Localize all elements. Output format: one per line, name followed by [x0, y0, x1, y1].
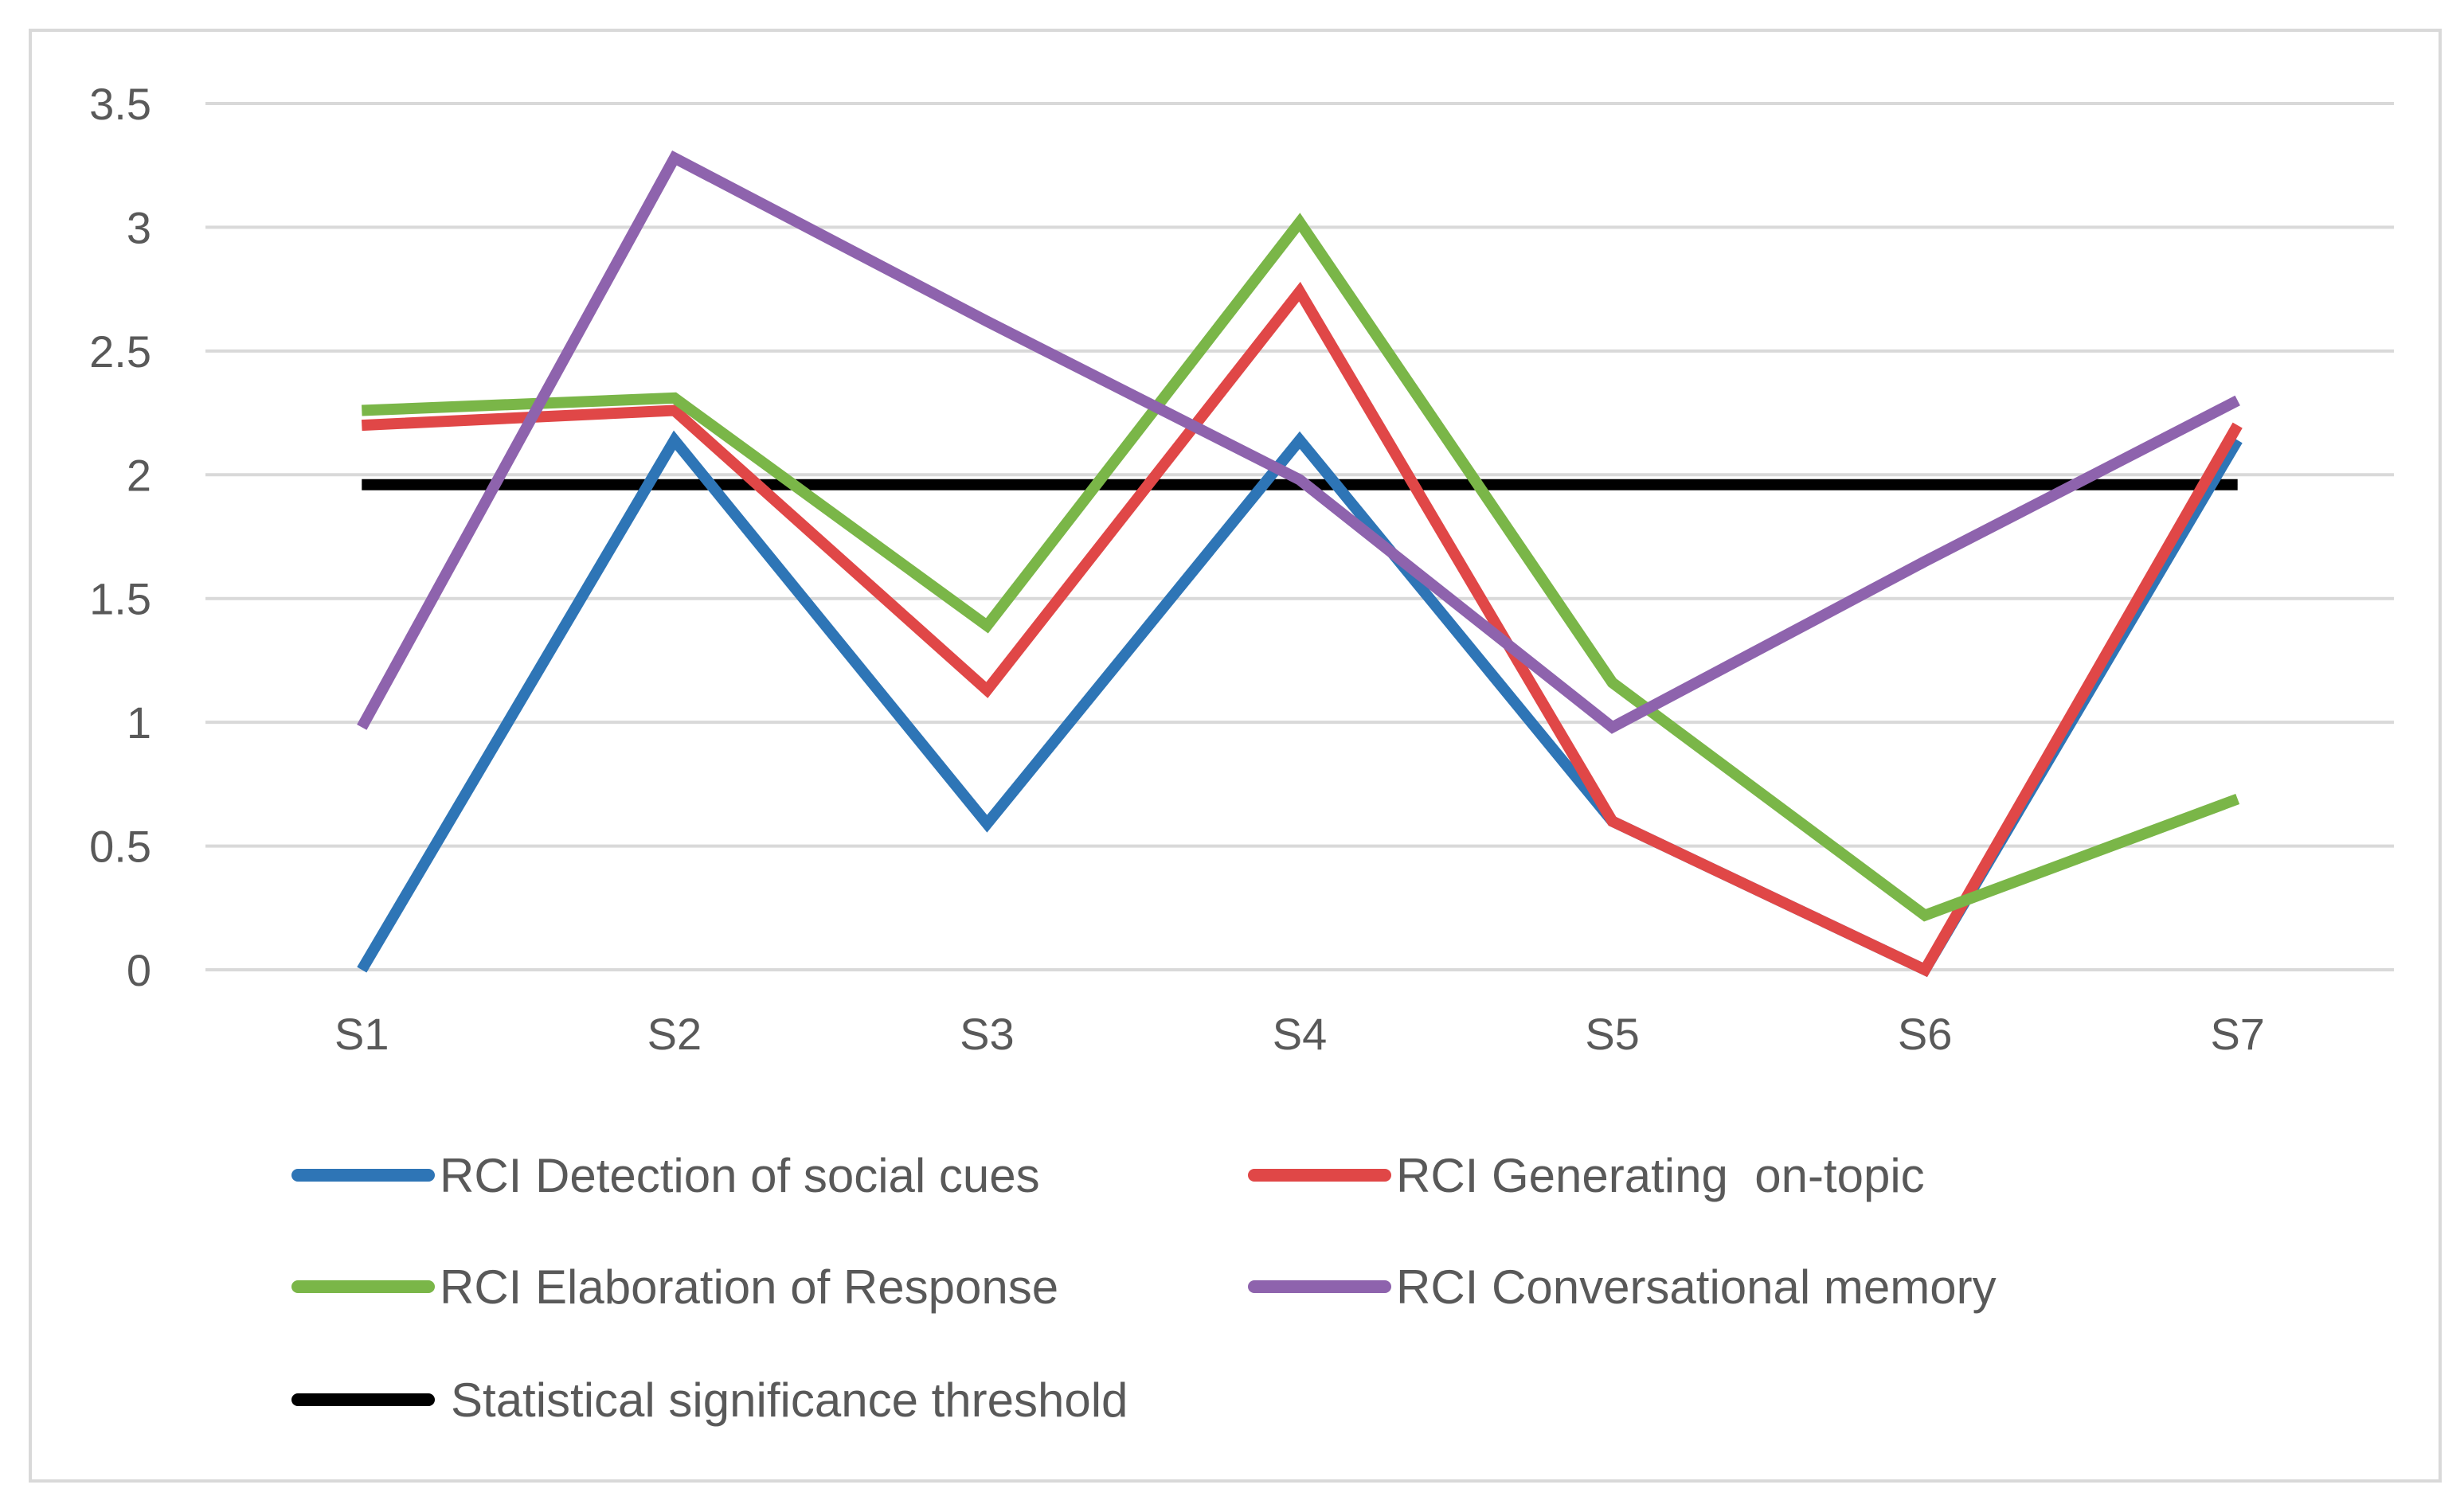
- x-tick-label-s6: S6: [1898, 1009, 1953, 1059]
- line-chart: 0 0.5 1 1.5 2 2.5 3 3.5 S1 S2 S3 S4 S5 S6 S7 RCI Dete…: [89, 79, 2394, 1427]
- y-tick-label: 3: [127, 202, 151, 252]
- y-axis-ticks: 0 0.5 1 1.5 2 2.5 3 3.5: [89, 79, 151, 995]
- x-tick-label-s7: S7: [2210, 1009, 2265, 1059]
- x-tick-label-s1: S1: [334, 1009, 389, 1059]
- legend: RCI Detection of social cues RCI Generati…: [291, 1149, 1997, 1427]
- y-tick-label: 3.5: [89, 79, 151, 129]
- x-tick-label-s5: S5: [1585, 1009, 1640, 1059]
- legend-label-2: RCI Generating on-topic: [1396, 1149, 1925, 1202]
- series-line-1: [357, 430, 2243, 978]
- legend-label-4: RCI Conversational memory: [1396, 1260, 1997, 1314]
- y-tick-label: 0.5: [89, 822, 151, 872]
- x-axis-ticks: S1 S2 S3 S4 S5 S6 S7: [334, 1009, 2265, 1059]
- x-tick-label-s3: S3: [960, 1009, 1015, 1059]
- chart-frame: 0 0.5 1 1.5 2 2.5 3 3.5 S1 S2 S3 S4 S5 S6 S7 RCI Dete…: [29, 29, 2442, 1483]
- legend-label-5: Statistical significance threshold: [451, 1373, 1128, 1427]
- series-line-2: [361, 281, 2243, 978]
- legend-label-1: RCI Detection of social cues: [440, 1149, 1040, 1202]
- y-tick-label: 1.5: [89, 574, 151, 624]
- gridlines: [205, 102, 2394, 971]
- y-tick-label: 0: [127, 945, 151, 995]
- series-lines: [357, 150, 2243, 978]
- y-tick-label: 2: [127, 450, 151, 500]
- series-line-3: [362, 213, 2240, 922]
- x-tick-label-s4: S4: [1273, 1009, 1328, 1059]
- legend-label-3: RCI Elaboration of Response: [440, 1260, 1058, 1314]
- x-tick-label-s2: S2: [647, 1009, 702, 1059]
- y-tick-label: 1: [127, 697, 151, 748]
- y-tick-label: 2.5: [89, 326, 151, 377]
